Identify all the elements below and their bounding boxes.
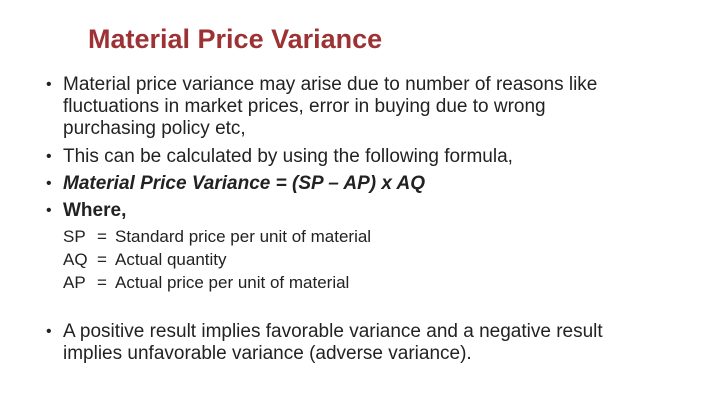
equals-sign: = xyxy=(97,250,107,269)
bullet-icon: • xyxy=(46,175,52,192)
definition-term: SP xyxy=(63,227,86,246)
bullet-text: A positive result implies favorable vari… xyxy=(63,321,603,365)
bullet-line: Material Price Variance = (SP – AP) x AQ xyxy=(63,173,426,194)
definition-term: AQ xyxy=(63,250,88,269)
bullet-item: • Material price variance may arise due … xyxy=(46,74,701,140)
bullet-line: fluctuations in market prices, error in … xyxy=(63,96,546,117)
bullet-item: • Where, xyxy=(46,200,701,222)
bullet-icon: • xyxy=(46,148,52,165)
bullet-text: Where, xyxy=(63,200,126,222)
page-title: Material Price Variance xyxy=(88,24,383,54)
bullet-item: • Material Price Variance = (SP – AP) x … xyxy=(46,173,701,195)
bullet-item: • This can be calculated by using the fo… xyxy=(46,146,701,168)
equals-sign: = xyxy=(97,273,107,292)
bullet-icon: • xyxy=(46,323,52,340)
definition-term: AP xyxy=(63,273,86,292)
bullet-text: This can be calculated by using the foll… xyxy=(63,146,513,168)
bullet-line: Where, xyxy=(63,200,127,221)
slide-body: • Material price variance may arise due … xyxy=(46,74,701,365)
bullet-line: This can be calculated by using the foll… xyxy=(63,146,513,167)
equals-sign: = xyxy=(97,227,107,246)
definition-row: AQ = Actual quantity xyxy=(63,248,701,271)
definition-description: Standard price per unit of material xyxy=(115,227,372,246)
formula-text: Material Price Variance = (SP – AP) x AQ xyxy=(63,173,425,195)
bullet-item: • A positive result implies favorable va… xyxy=(46,321,701,365)
bullet-line: A positive result implies favorable vari… xyxy=(63,321,603,342)
bullet-line: Material price variance may arise due to… xyxy=(63,74,598,95)
bullet-line: implies unfavorable variance (adverse va… xyxy=(63,343,472,364)
bullet-line: purchasing policy etc, xyxy=(63,118,246,139)
definition-description: Actual price per unit of material xyxy=(115,273,350,292)
bullet-icon: • xyxy=(46,76,52,93)
definitions-list: SP = Standard price per unit of material… xyxy=(63,225,701,294)
definition-row: AP = Actual price per unit of material xyxy=(63,271,701,294)
bullet-icon: • xyxy=(46,202,52,219)
definition-description: Actual quantity xyxy=(115,250,227,269)
bullet-text: Material price variance may arise due to… xyxy=(63,74,597,140)
definition-row: SP = Standard price per unit of material xyxy=(63,225,701,248)
